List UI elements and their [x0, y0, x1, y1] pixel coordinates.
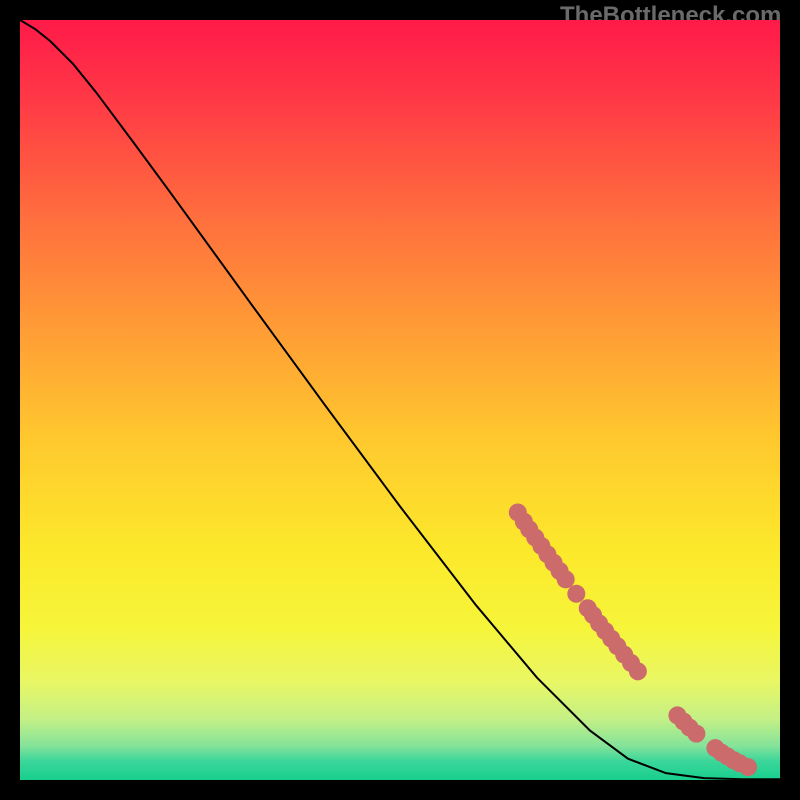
plot-area: [20, 20, 780, 780]
data-point: [629, 662, 647, 680]
gradient-background: [20, 20, 780, 780]
data-point: [557, 570, 575, 588]
data-point: [567, 585, 585, 603]
data-point: [687, 725, 705, 743]
data-point: [739, 758, 757, 776]
chart-stage: TheBottleneck.com: [0, 0, 800, 800]
